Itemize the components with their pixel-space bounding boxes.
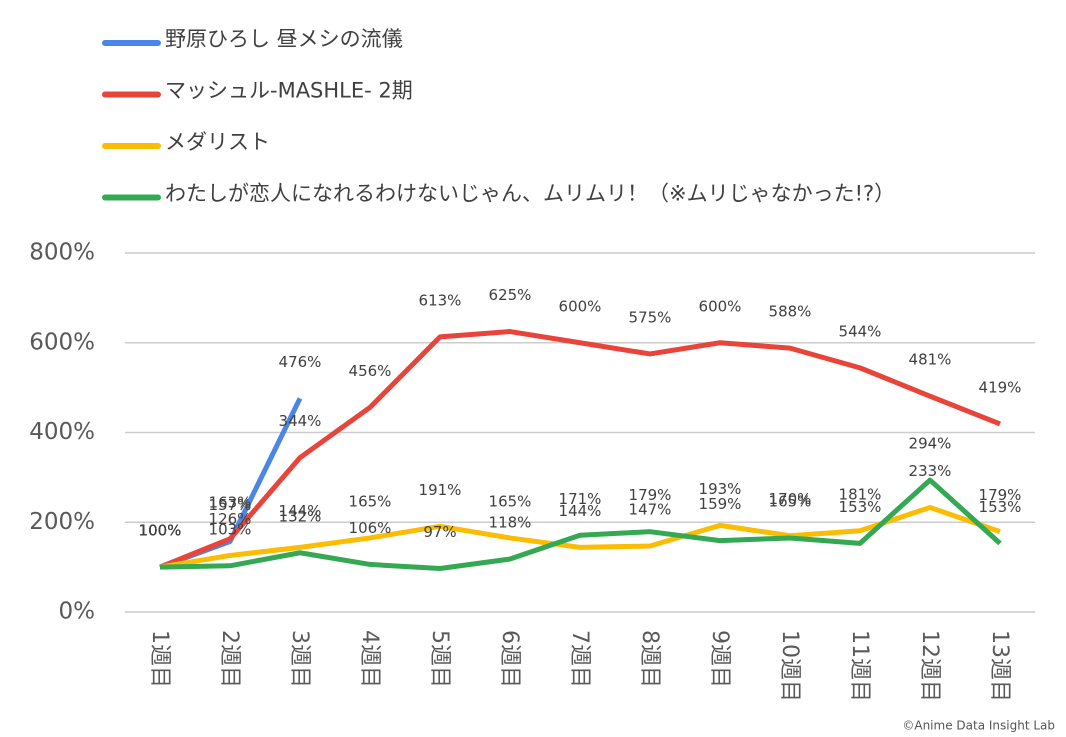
data-label: 575%	[629, 308, 672, 326]
data-label: 544%	[839, 322, 882, 340]
x-tick-label: 9週目	[707, 630, 732, 688]
data-label: 153%	[839, 498, 882, 516]
data-label: 179%	[629, 486, 672, 504]
x-tick-label: 1週目	[147, 630, 172, 688]
data-label: 153%	[979, 498, 1022, 516]
data-label: 294%	[909, 435, 952, 453]
legend-label: 野原ひろし 昼メシの流儀	[165, 27, 403, 51]
data-label: 126%	[209, 510, 252, 528]
x-tick-label: 6週目	[497, 630, 522, 688]
data-label: 476%	[279, 353, 322, 371]
data-label: 157%	[209, 496, 252, 514]
series-line	[159, 504, 1001, 570]
x-tick-label: 11週目	[847, 630, 872, 702]
data-label: 132%	[279, 507, 322, 525]
x-tick-label: 5週目	[427, 630, 452, 688]
y-tick-label: 0%	[59, 599, 96, 625]
data-label: 165%	[769, 492, 812, 510]
data-label: 179%	[979, 486, 1022, 504]
data-label: 163%	[209, 493, 252, 511]
data-label: 588%	[769, 303, 812, 321]
data-label: 181%	[839, 485, 882, 503]
data-label: 144%	[279, 502, 322, 520]
data-label: 456%	[349, 362, 392, 380]
data-label: 625%	[489, 286, 532, 304]
data-label: 118%	[489, 514, 532, 532]
y-tick-label: 800%	[29, 240, 95, 266]
x-tick-label: 13週目	[987, 630, 1012, 702]
y-tick-label: 200%	[29, 509, 95, 535]
data-label: 165%	[349, 492, 392, 510]
data-label: 159%	[699, 495, 742, 513]
data-label: 100%	[139, 522, 182, 540]
series-line	[159, 329, 1001, 570]
x-tick-label: 4週目	[357, 630, 382, 688]
data-label: 600%	[699, 297, 742, 315]
data-label: 144%	[559, 502, 602, 520]
watermark: ©Anime Data Insight Lab	[902, 719, 1055, 733]
data-label: 344%	[279, 412, 322, 430]
x-tick-label: 3週目	[287, 630, 312, 688]
data-label: 481%	[909, 351, 952, 369]
data-label: 191%	[419, 481, 462, 499]
data-label: 165%	[489, 492, 532, 510]
data-label: 613%	[419, 291, 462, 309]
legend-label: マッシュル-MASHLE- 2期	[165, 79, 413, 103]
x-tick-label: 2週目	[217, 630, 242, 688]
data-label: 233%	[909, 462, 952, 480]
y-tick-label: 600%	[29, 329, 95, 355]
data-label: 171%	[559, 490, 602, 508]
series-line	[159, 477, 1002, 571]
legend-label: メダリスト	[165, 130, 270, 154]
data-label: 600%	[559, 297, 602, 315]
legend-label: わたしが恋人になれるわけないじゃん、ムリムリ！（※ムリじゃなかった!?）	[165, 182, 895, 206]
x-tick-label: 10週目	[777, 630, 802, 702]
data-label: 419%	[979, 378, 1022, 396]
data-label: 100%	[139, 522, 182, 540]
data-label: 97%	[423, 523, 456, 541]
data-label: 106%	[349, 519, 392, 537]
y-tick-label: 400%	[29, 419, 95, 445]
data-label: 100%	[139, 522, 182, 540]
x-tick-label: 12週目	[917, 630, 942, 702]
data-label: 147%	[629, 501, 672, 519]
x-tick-label: 8週目	[637, 630, 662, 688]
x-tick-label: 7週目	[567, 630, 592, 688]
data-label: 193%	[699, 480, 742, 498]
data-label: 103%	[209, 520, 252, 538]
data-label: 100%	[139, 522, 182, 540]
data-label: 170%	[769, 490, 812, 508]
